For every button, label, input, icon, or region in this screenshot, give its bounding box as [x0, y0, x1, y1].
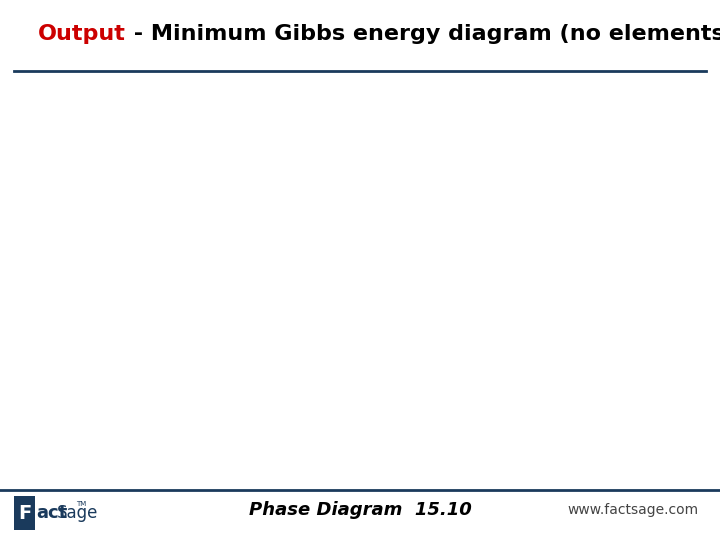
Text: www.factsage.com: www.factsage.com: [567, 503, 698, 517]
Text: act: act: [36, 504, 67, 522]
FancyBboxPatch shape: [14, 496, 35, 530]
Text: Sage: Sage: [57, 504, 98, 522]
Text: TM: TM: [76, 501, 86, 507]
Text: - Minimum Gibbs energy diagram (no elements diffusing): - Minimum Gibbs energy diagram (no eleme…: [126, 24, 720, 44]
Text: Output: Output: [38, 24, 126, 44]
Text: F: F: [18, 504, 31, 523]
Text: Phase Diagram  15.10: Phase Diagram 15.10: [248, 501, 472, 519]
